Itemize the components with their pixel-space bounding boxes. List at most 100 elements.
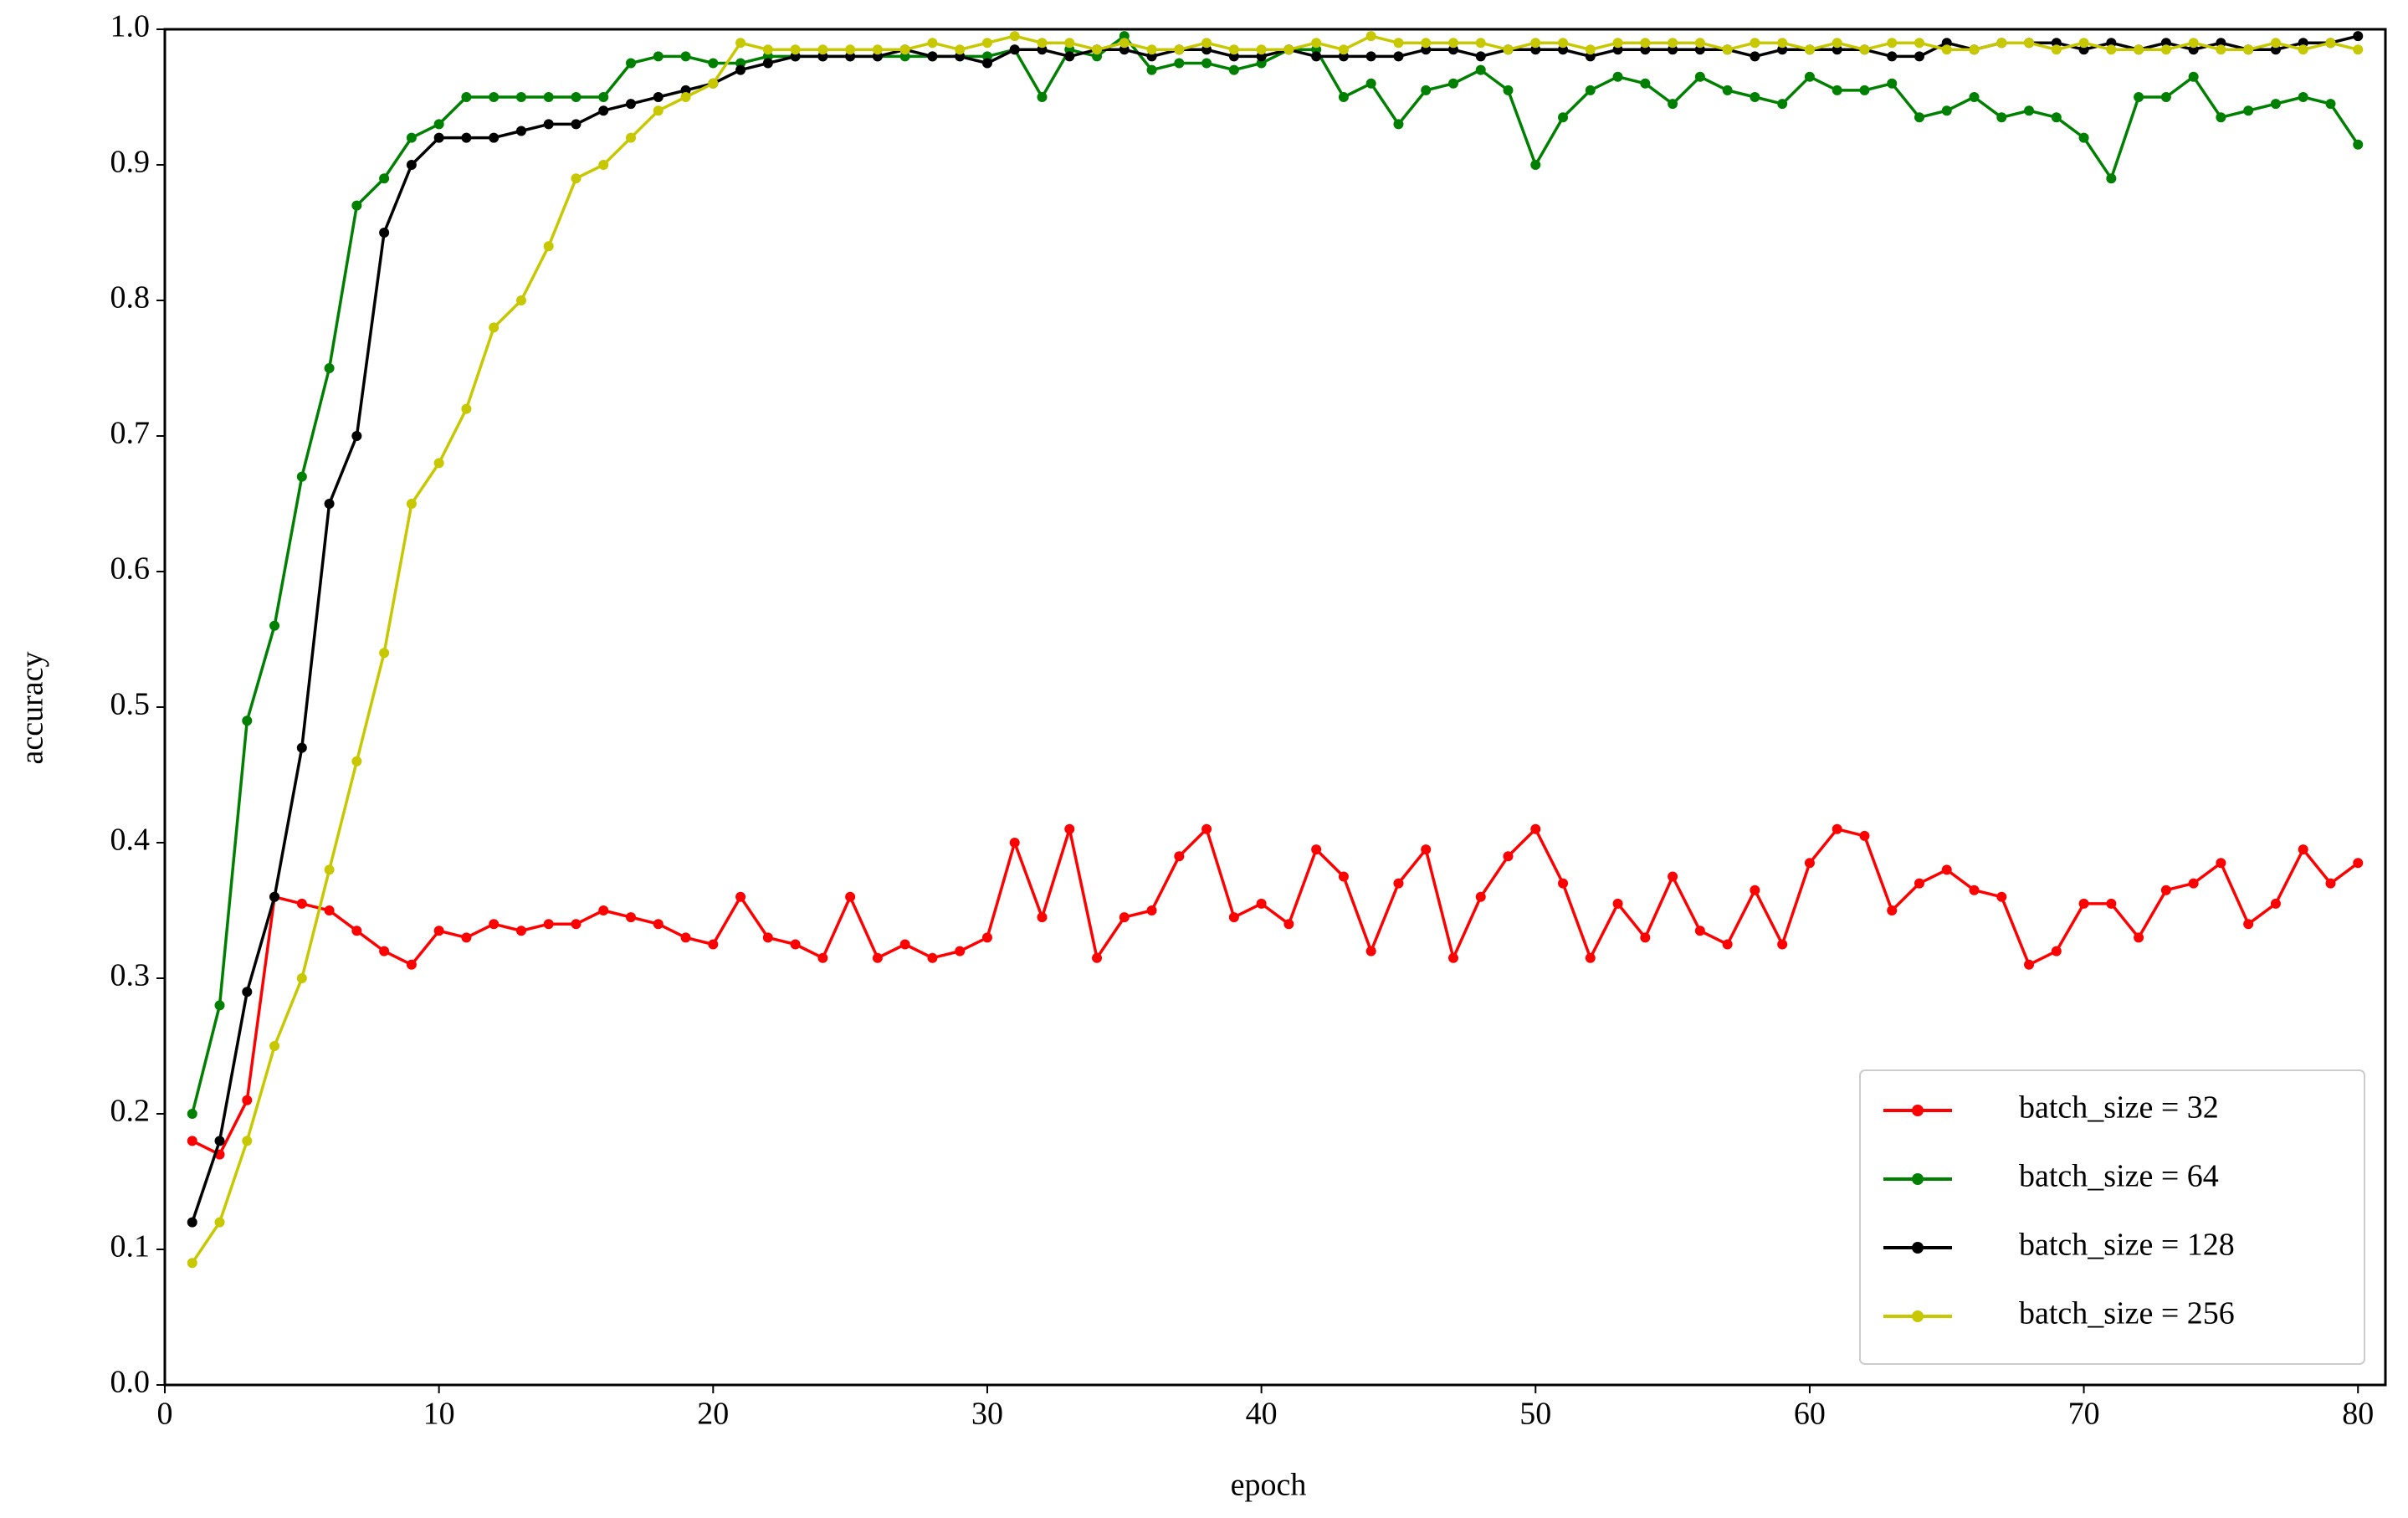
- data-point: [571, 119, 582, 130]
- data-point: [1311, 844, 1322, 855]
- data-point: [2243, 919, 2254, 930]
- data-point: [1804, 71, 1815, 82]
- data-point: [2134, 92, 2144, 102]
- data-point: [2270, 898, 2281, 909]
- data-point: [1119, 912, 1130, 923]
- data-point: [242, 987, 253, 997]
- data-point: [1969, 885, 1980, 895]
- legend-label: batch_size = 256: [2019, 1296, 2235, 1331]
- data-point: [1640, 932, 1651, 943]
- data-point: [1996, 112, 2007, 123]
- data-point: [351, 756, 362, 767]
- data-point: [1530, 823, 1541, 834]
- data-point: [2078, 132, 2089, 143]
- data-point: [2353, 44, 2364, 55]
- data-point: [489, 92, 500, 102]
- data-point: [2160, 885, 2171, 895]
- data-point: [1092, 44, 1103, 55]
- data-point: [1228, 912, 1239, 923]
- data-point: [1750, 51, 1760, 62]
- data-point: [324, 499, 335, 509]
- y-tick-label: 0.0: [110, 1365, 151, 1400]
- data-point: [2188, 878, 2199, 889]
- data-point: [1201, 823, 1212, 834]
- data-point: [1914, 878, 1924, 889]
- data-point: [1941, 105, 1952, 116]
- data-point: [1146, 44, 1157, 55]
- data-point: [1722, 939, 1733, 950]
- data-point: [1859, 830, 1870, 841]
- x-tick-label: 10: [423, 1397, 455, 1432]
- data-point: [187, 1217, 197, 1228]
- data-point: [214, 1136, 225, 1146]
- data-point: [1338, 92, 1349, 102]
- data-point: [1009, 31, 1020, 42]
- data-point: [1037, 912, 1048, 923]
- data-point: [598, 905, 609, 915]
- data-point: [1475, 51, 1486, 62]
- data-point: [927, 38, 938, 49]
- data-point: [1585, 44, 1596, 55]
- data-point: [1365, 51, 1376, 62]
- data-point: [1694, 926, 1705, 936]
- data-point: [598, 92, 609, 102]
- x-tick-label: 20: [697, 1397, 729, 1432]
- data-point: [1887, 905, 1898, 915]
- data-point: [1447, 78, 1458, 89]
- data-point: [1064, 51, 1075, 62]
- series: [187, 823, 2364, 1160]
- data-point: [1969, 44, 1980, 55]
- data-point: [214, 1217, 225, 1228]
- legend-marker: [1912, 1310, 1924, 1322]
- data-point: [2051, 946, 2062, 956]
- y-tick-label: 0.6: [110, 551, 151, 587]
- data-point: [981, 38, 992, 49]
- data-point: [1503, 851, 1514, 862]
- data-point: [2216, 858, 2226, 869]
- data-point: [379, 228, 390, 238]
- data-point: [2353, 858, 2364, 869]
- data-point: [2160, 44, 2171, 55]
- data-point: [817, 952, 828, 963]
- data-point: [242, 715, 253, 726]
- data-point: [653, 51, 663, 62]
- data-point: [1612, 38, 1623, 49]
- data-point: [1174, 58, 1185, 69]
- data-point: [626, 58, 637, 69]
- data-point: [1887, 38, 1898, 49]
- x-tick-label: 30: [971, 1397, 1003, 1432]
- y-tick-label: 0.8: [110, 280, 151, 315]
- data-point: [1393, 38, 1404, 49]
- data-point: [2024, 38, 2035, 49]
- data-point: [2270, 99, 2281, 110]
- data-point: [2051, 44, 2062, 55]
- data-point: [1887, 78, 1898, 89]
- data-point: [1421, 844, 1432, 855]
- data-point: [2325, 38, 2336, 49]
- data-point: [735, 38, 746, 49]
- data-point: [735, 64, 746, 75]
- data-point: [2298, 44, 2308, 55]
- data-point: [296, 898, 307, 909]
- data-point: [1228, 64, 1239, 75]
- data-point: [1969, 92, 1980, 102]
- data-point: [1064, 823, 1075, 834]
- y-tick-label: 0.9: [110, 145, 151, 180]
- data-point: [927, 51, 938, 62]
- data-point: [379, 173, 390, 184]
- data-point: [872, 44, 883, 55]
- data-point: [515, 295, 526, 305]
- plot-frame: [163, 28, 2387, 1387]
- data-point: [2243, 44, 2254, 55]
- data-point: [981, 58, 992, 69]
- data-point: [351, 200, 362, 211]
- data-point: [598, 105, 609, 116]
- data-point: [543, 119, 554, 130]
- data-point: [790, 44, 801, 55]
- data-point: [2325, 99, 2336, 110]
- data-point: [433, 458, 444, 469]
- data-point: [1914, 38, 1924, 49]
- data-point: [817, 44, 828, 55]
- data-point: [708, 939, 719, 950]
